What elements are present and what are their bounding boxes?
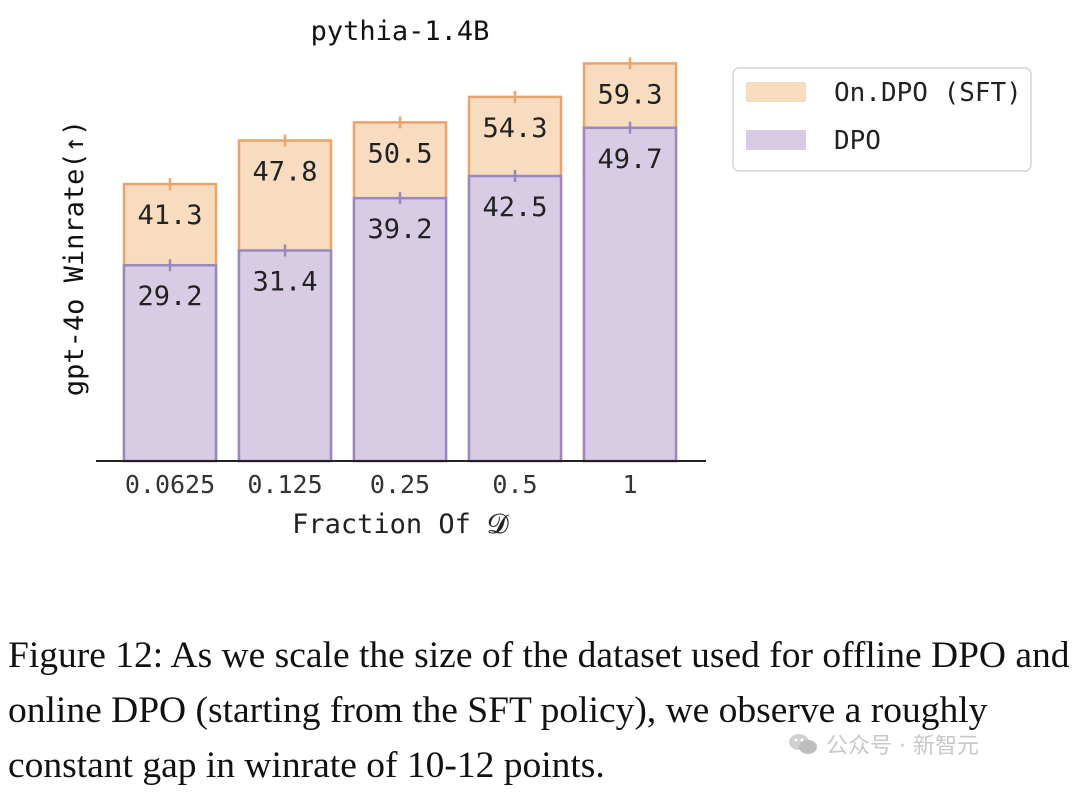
- data-label-dpo-2: 39.2: [367, 214, 432, 245]
- data-label-ondpo-0: 41.3: [137, 200, 202, 231]
- x-tick-label-4: 1: [622, 470, 637, 499]
- data-label-dpo-3: 42.5: [482, 192, 547, 223]
- data-label-dpo-1: 31.4: [252, 266, 317, 297]
- legend-swatch-1: [746, 130, 806, 150]
- data-label-dpo-4: 49.7: [597, 144, 662, 175]
- legend-box: [732, 67, 1032, 172]
- legend-label-0: On.DPO (SFT): [834, 78, 1022, 108]
- x-tick-label-3: 0.5: [492, 470, 537, 499]
- watermark-text: 公众号 · 新智元: [826, 734, 979, 759]
- x-tick-label-1: 0.125: [247, 470, 322, 499]
- data-label-ondpo-1: 47.8: [252, 157, 317, 188]
- data-label-dpo-0: 29.2: [137, 281, 202, 312]
- bar-dpo-3: [467, 174, 563, 463]
- figure-caption: Figure 12: As we scale the size of the d…: [8, 635, 1070, 786]
- x-tick-label-0: 0.0625: [125, 470, 215, 499]
- x-tick-label-2: 0.25: [370, 470, 430, 499]
- chart-title: pythia-1.4B: [311, 16, 490, 47]
- data-label-ondpo-3: 54.3: [482, 113, 547, 144]
- bar-chart: pythia-1.4B gpt-4o Winrate(↑) 41.3 29.2 47…: [59, 16, 1032, 540]
- y-axis-label: gpt-4o Winrate(↑): [59, 120, 90, 396]
- data-label-ondpo-4: 59.3: [597, 79, 662, 110]
- bar-dpo-0: [122, 263, 218, 463]
- data-label-ondpo-2: 50.5: [367, 138, 432, 169]
- legend: On.DPO (SFT) DPO: [732, 67, 1032, 172]
- x-axis-label: Fraction Of 𝓓: [292, 509, 509, 540]
- legend-label-1: DPO: [834, 126, 881, 156]
- watermark: 公众号 · 新智元: [788, 728, 979, 760]
- legend-swatch-0: [746, 82, 806, 102]
- bar-dpo-4: [582, 126, 678, 463]
- wechat-icon: [789, 734, 817, 754]
